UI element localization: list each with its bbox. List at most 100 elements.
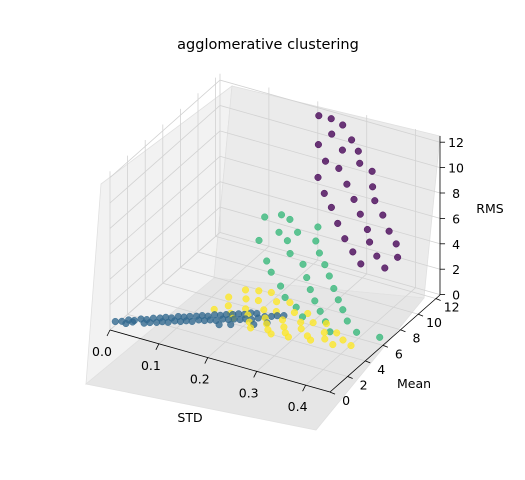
y-tick-label: 8 bbox=[412, 331, 420, 346]
scatter-point-cluster-2 bbox=[325, 272, 333, 280]
scatter-point-cluster-3 bbox=[347, 342, 355, 350]
x-tick-label: 0.0 bbox=[92, 344, 112, 359]
axis-lines bbox=[109, 136, 441, 393]
scatter-point-cluster-2 bbox=[294, 228, 302, 236]
z-grid-line bbox=[109, 105, 441, 204]
y-tick-label: 10 bbox=[426, 315, 442, 330]
scatter-point-cluster-0 bbox=[356, 210, 364, 218]
y-tick-label: 4 bbox=[377, 362, 385, 377]
scatter-point-cluster-0 bbox=[349, 248, 357, 256]
scatter-point-cluster-3 bbox=[225, 293, 233, 301]
scatter-point-cluster-2 bbox=[255, 236, 263, 244]
y-tick-label: 2 bbox=[360, 378, 368, 393]
x-axis-line bbox=[109, 329, 331, 393]
y-tick-mark bbox=[400, 329, 406, 333]
x-tick-mark bbox=[253, 371, 258, 378]
scatter-point-cluster-0 bbox=[335, 164, 343, 172]
y-grid-line bbox=[197, 251, 419, 315]
scatter-point-cluster-0 bbox=[328, 130, 336, 138]
scatter-point-cluster-1 bbox=[254, 314, 262, 322]
scatter-point-cluster-0 bbox=[357, 260, 365, 268]
scatter-point-cluster-2 bbox=[277, 211, 286, 219]
scatter-point-cluster-3 bbox=[273, 298, 281, 306]
scatter-point-cluster-3 bbox=[339, 336, 347, 344]
scatter-point-cluster-2 bbox=[261, 213, 269, 221]
scatter-point-cluster-2 bbox=[314, 223, 322, 231]
x-tick-label: 0.2 bbox=[190, 372, 210, 387]
y-grid-line bbox=[127, 314, 348, 377]
scatter-point-cluster-0 bbox=[327, 115, 335, 123]
scatter-point-cluster-3 bbox=[280, 323, 288, 331]
y-tick-mark bbox=[329, 391, 336, 395]
scatter-point-cluster-2 bbox=[339, 306, 347, 314]
scatter-point-cluster-1 bbox=[122, 319, 130, 328]
scatter-point-cluster-2 bbox=[343, 317, 351, 325]
scatter-point-cluster-3 bbox=[255, 287, 263, 295]
scatter-point-cluster-3 bbox=[322, 320, 330, 328]
scatter-point-cluster-1 bbox=[215, 321, 223, 329]
scatter-point-cluster-2 bbox=[303, 274, 311, 282]
scatter-points bbox=[111, 112, 402, 350]
y-tick-mark bbox=[347, 376, 353, 379]
scatter-point-cluster-3 bbox=[320, 328, 328, 337]
scatter-point-cluster-1 bbox=[200, 317, 209, 325]
z-grid-line bbox=[109, 206, 441, 305]
scatter-point-cluster-2 bbox=[376, 333, 384, 341]
scatter-point-cluster-0 bbox=[350, 195, 358, 203]
y-tick-label: 6 bbox=[395, 346, 403, 361]
scatter-point-cluster-2 bbox=[312, 237, 320, 245]
scatter-point-cluster-3 bbox=[321, 335, 329, 343]
scatter-point-cluster-2 bbox=[315, 249, 323, 257]
scatter-point-cluster-0 bbox=[354, 147, 362, 155]
z-tick-label: 8 bbox=[452, 186, 460, 201]
scatter-point-cluster-0 bbox=[373, 252, 381, 260]
scatter-point-cluster-0 bbox=[343, 180, 351, 188]
scatter-point-cluster-1 bbox=[195, 316, 203, 324]
x-tick-mark bbox=[155, 343, 160, 350]
y-tick-mark bbox=[435, 298, 441, 301]
z-axis-label: RMS bbox=[476, 201, 503, 216]
scatter-point-cluster-3 bbox=[247, 324, 255, 332]
x-tick-mark bbox=[106, 329, 111, 337]
z-grid-line bbox=[109, 155, 441, 255]
z-tick-label: 4 bbox=[452, 237, 460, 252]
x-tick-mark bbox=[204, 357, 209, 364]
scatter-point-cluster-0 bbox=[368, 167, 376, 175]
scatter-point-cluster-0 bbox=[327, 203, 335, 211]
scatter-point-cluster-3 bbox=[286, 299, 294, 307]
scatter-point-cluster-0 bbox=[339, 121, 347, 129]
scatter-point-cluster-2 bbox=[283, 237, 291, 245]
z-tick-label: 10 bbox=[448, 161, 464, 176]
scatter-point-cluster-2 bbox=[299, 260, 307, 268]
scatter-point-cluster-2 bbox=[277, 282, 285, 290]
y-tick-mark bbox=[365, 360, 371, 364]
z-grid-line bbox=[109, 232, 441, 331]
scatter-point-cluster-0 bbox=[315, 112, 323, 120]
z-tick-label: 12 bbox=[448, 135, 464, 150]
scatter-point-cluster-2 bbox=[306, 286, 314, 294]
scatter-point-cluster-0 bbox=[341, 235, 349, 243]
scatter-point-cluster-0 bbox=[320, 189, 328, 197]
scatter-point-cluster-0 bbox=[321, 157, 330, 165]
scatter-point-cluster-3 bbox=[278, 316, 287, 324]
scatter-point-cluster-0 bbox=[338, 146, 346, 154]
scatter-point-cluster-2 bbox=[334, 296, 342, 304]
scatter-point-cluster-2 bbox=[311, 297, 319, 305]
scatter-point-cluster-3 bbox=[309, 319, 317, 327]
scatter-point-cluster-0 bbox=[379, 211, 387, 219]
scatter-point-cluster-3 bbox=[297, 325, 305, 333]
y-tick-label: 0 bbox=[342, 393, 350, 408]
scatter-point-cluster-0 bbox=[371, 197, 379, 205]
scatter-point-cluster-0 bbox=[394, 253, 402, 261]
scatter-point-cluster-3 bbox=[304, 309, 312, 318]
scatter-point-cluster-1 bbox=[227, 321, 235, 329]
scatter-point-cluster-1 bbox=[164, 318, 172, 326]
scatter-point-cluster-2 bbox=[330, 284, 338, 293]
scatter-point-cluster-0 bbox=[314, 141, 322, 149]
scatter-point-cluster-0 bbox=[334, 219, 342, 227]
scatter-point-cluster-0 bbox=[363, 225, 371, 234]
scatter-point-cluster-0 bbox=[392, 240, 400, 248]
axis-panes bbox=[85, 85, 441, 431]
scatter-point-cluster-1 bbox=[188, 317, 196, 325]
scatter-point-cluster-3 bbox=[297, 318, 305, 326]
